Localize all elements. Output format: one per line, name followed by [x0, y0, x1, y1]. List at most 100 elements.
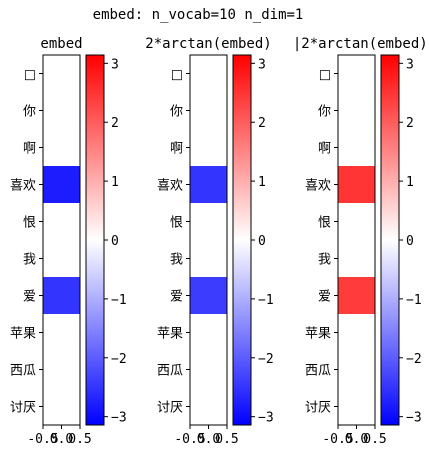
panel-title: |2*arctan(embed)| [293, 36, 429, 52]
y-tick-label: 喜欢 [157, 179, 183, 194]
heatmap-cell [43, 55, 80, 93]
colorbar-tick-label: −2 [111, 352, 127, 367]
heatmap-cell [190, 240, 227, 278]
heatmap-cell [190, 55, 227, 93]
heatmap-cell [338, 351, 375, 389]
figure-suptitle: embed: n_vocab=10 n_dim=1 [93, 7, 304, 23]
heatmap-cell [338, 92, 375, 130]
x-tick-label: -0.5 [174, 432, 205, 447]
y-tick-label: 我 [23, 253, 36, 268]
y-tick-label: 西瓜 [157, 364, 183, 379]
colorbar-tick-label: 3 [111, 57, 119, 72]
colorbar-tick-label: 3 [258, 57, 266, 72]
x-tick-label: 0.0 [345, 432, 368, 447]
panel-title: embed [40, 36, 82, 52]
y-tick-label: 我 [170, 253, 183, 268]
y-tick-label: 恨 [170, 216, 183, 231]
x-tick-label: -0.5 [27, 432, 58, 447]
colorbar [85, 54, 105, 426]
panel-title: 2*arctan(embed) [145, 36, 271, 52]
colorbar-tick-label: 0 [406, 234, 414, 249]
heatmap-cell [338, 166, 375, 204]
heatmap-cell [43, 129, 80, 167]
heatmap-cell [190, 129, 227, 167]
colorbar-tick-label: −3 [111, 411, 127, 426]
heatmap-cell [190, 277, 227, 315]
y-tick-label: □ [171, 68, 183, 83]
x-tick-label: 0.5 [215, 432, 238, 447]
heatmap-cell [43, 240, 80, 278]
colorbar-tick-label: 1 [258, 175, 266, 190]
y-tick-label: 喜欢 [305, 179, 331, 194]
y-tick-label: 讨厌 [157, 401, 183, 416]
y-tick-label: 恨 [318, 216, 331, 231]
y-tick-label: 你 [170, 105, 183, 120]
heatmap-cell [338, 55, 375, 93]
colorbar-tick-label: −3 [258, 411, 274, 426]
heatmap-cell [43, 388, 80, 426]
heatmap-cell [43, 277, 80, 315]
colorbar-tick-label: 0 [111, 234, 119, 249]
heatmap-cell [43, 92, 80, 130]
colorbar-tick-label: −1 [406, 293, 422, 308]
colorbar [380, 54, 400, 426]
y-tick-label: 讨厌 [305, 401, 331, 416]
heatmap-cell [338, 388, 375, 426]
x-tick-label: 0.5 [68, 432, 91, 447]
y-tick-label: 啊 [318, 142, 331, 157]
heatmap-cell [190, 203, 227, 241]
heatmap-cell [190, 351, 227, 389]
heatmap-cell [43, 203, 80, 241]
colorbar-tick-label: −1 [258, 293, 274, 308]
heatmap-cell [43, 351, 80, 389]
y-tick-label: 喜欢 [10, 179, 36, 194]
heatmap-cell [190, 92, 227, 130]
y-tick-label: 苹果 [305, 327, 331, 342]
colorbar-tick-label: 2 [258, 116, 266, 131]
y-tick-label: 讨厌 [10, 401, 36, 416]
x-tick-label: -0.5 [322, 432, 353, 447]
colorbar-tick-label: 3 [406, 57, 414, 72]
heatmap-cell [338, 203, 375, 241]
x-tick-label: 0.5 [363, 432, 386, 447]
colorbar-tick-label: −2 [258, 352, 274, 367]
colorbar-tick-label: 2 [111, 116, 119, 131]
heatmap-cell [190, 388, 227, 426]
y-tick-label: □ [24, 68, 36, 83]
y-tick-label: 西瓜 [305, 364, 331, 379]
heatmap-cell [338, 240, 375, 278]
y-tick-label: 爱 [318, 290, 331, 305]
colorbar-tick-label: 1 [111, 175, 119, 190]
colorbar-tick-label: 2 [406, 116, 414, 131]
colorbar [232, 54, 252, 426]
y-tick-label: 你 [23, 105, 36, 120]
heatmap-cell [190, 166, 227, 204]
colorbar-tick-label: 0 [258, 234, 266, 249]
heatmap-cell [338, 277, 375, 315]
y-tick-label: 啊 [23, 142, 36, 157]
y-tick-label: 苹果 [10, 327, 36, 342]
y-tick-label: 爱 [170, 290, 183, 305]
y-tick-label: 啊 [170, 142, 183, 157]
heatmap-cell [43, 166, 80, 204]
colorbar-tick-label: −1 [111, 293, 127, 308]
heatmap-cell [190, 314, 227, 352]
colorbar-tick-label: −3 [406, 411, 422, 426]
y-tick-label: 苹果 [157, 327, 183, 342]
y-tick-label: 我 [318, 253, 331, 268]
colorbar-tick-label: 1 [406, 175, 414, 190]
heatmap-cell [338, 129, 375, 167]
x-tick-label: 0.0 [197, 432, 220, 447]
colorbar-tick-label: −2 [406, 352, 422, 367]
y-tick-label: 你 [318, 105, 331, 120]
heatmap-cell [338, 314, 375, 352]
x-tick-label: 0.0 [50, 432, 73, 447]
heatmap-cell [43, 314, 80, 352]
y-tick-label: 恨 [23, 216, 36, 231]
y-tick-label: 西瓜 [10, 364, 36, 379]
y-tick-label: 爱 [23, 290, 36, 305]
